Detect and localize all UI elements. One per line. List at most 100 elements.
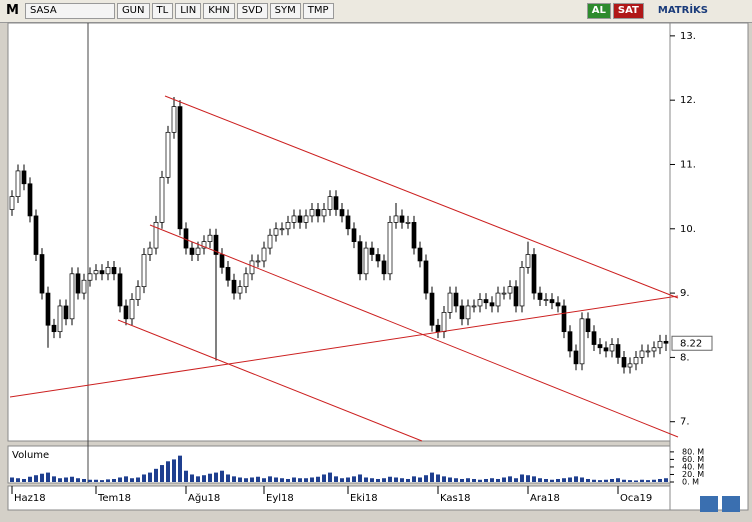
candle-body xyxy=(579,318,585,365)
volume-bar xyxy=(130,478,134,482)
volume-bar xyxy=(382,478,386,482)
candle-body xyxy=(477,299,483,307)
trend-lines xyxy=(9,95,679,442)
toolbar-button[interactable]: TL xyxy=(151,3,174,19)
candle-body xyxy=(237,286,243,294)
volume-bar xyxy=(460,478,464,482)
candle-body xyxy=(609,344,615,352)
volume-bar xyxy=(70,476,74,482)
candle-body xyxy=(633,357,639,365)
candle-body xyxy=(27,183,33,217)
volume-bar xyxy=(250,477,254,482)
volume-bar xyxy=(34,475,38,482)
volume-bar xyxy=(406,478,410,482)
volume-bar xyxy=(442,476,446,482)
volume-bar xyxy=(10,477,14,482)
volume-bar xyxy=(166,461,170,482)
volume-panel xyxy=(7,445,671,484)
volume-bar xyxy=(88,479,92,482)
volume-bar xyxy=(532,476,536,482)
toolbar-button[interactable]: SVD xyxy=(236,3,268,19)
candle-body xyxy=(45,292,51,326)
candle-body xyxy=(573,350,579,365)
candle-body xyxy=(447,292,453,313)
candle-body xyxy=(585,318,591,333)
volume-bar xyxy=(292,477,296,482)
candle-body xyxy=(531,254,537,294)
volume-bar xyxy=(658,478,662,482)
volume-bar xyxy=(322,474,326,482)
x-tick-label: Tem18 xyxy=(97,493,131,504)
toolbar-button[interactable]: TMP xyxy=(302,3,334,19)
volume-bar xyxy=(652,479,656,482)
volume-tick-label: 60. M xyxy=(682,455,704,464)
candle-body xyxy=(81,279,87,294)
toolbar-button[interactable]: SYM xyxy=(269,3,301,19)
volume-bar xyxy=(124,476,128,482)
toolbar-button[interactable]: KHN xyxy=(203,3,235,19)
volume-bar xyxy=(220,470,224,482)
candle-body xyxy=(375,254,381,262)
candle-body xyxy=(93,270,99,275)
candle-body xyxy=(507,286,513,294)
volume-bar xyxy=(232,476,236,482)
candle-body xyxy=(225,267,231,281)
volume-bar xyxy=(466,478,470,482)
y-tick-label: 13. xyxy=(680,31,696,42)
volume-bar xyxy=(334,476,338,482)
refresh-button[interactable] xyxy=(700,496,718,512)
candle-body xyxy=(309,209,315,217)
volume-bar xyxy=(160,465,164,482)
toolbar-button[interactable]: GUN xyxy=(116,3,150,19)
volume-bar xyxy=(616,478,620,482)
volume-bar xyxy=(178,455,182,482)
candle-body xyxy=(195,247,201,255)
volume-bar xyxy=(262,478,266,482)
volume-bar xyxy=(478,479,482,482)
candle-body xyxy=(567,331,573,352)
volume-bar xyxy=(580,477,584,482)
candle-body xyxy=(489,302,495,307)
trend-line xyxy=(164,95,679,299)
candle-body xyxy=(429,292,435,326)
candle-body xyxy=(273,228,279,236)
candle-body xyxy=(177,106,183,230)
volume-bar xyxy=(184,470,188,482)
volume-bar xyxy=(118,477,122,482)
candle-body xyxy=(483,299,489,304)
volume-bar xyxy=(412,476,416,482)
toolbar-button[interactable]: LIN xyxy=(175,3,202,19)
volume-bar xyxy=(298,478,302,482)
candle-body xyxy=(543,299,549,301)
value-axis xyxy=(669,22,749,511)
trend-line xyxy=(9,295,679,398)
candle-body xyxy=(501,292,507,295)
buy-button[interactable]: AL xyxy=(586,3,611,19)
volume-bar xyxy=(112,478,116,482)
volume-bar xyxy=(622,479,626,482)
volume-bar xyxy=(604,479,608,482)
volume-title: Volume xyxy=(12,450,49,461)
price-panel xyxy=(7,22,671,442)
candle-body xyxy=(435,324,441,333)
volume-bar xyxy=(28,476,32,482)
volume-bar xyxy=(514,478,518,482)
x-tick-label: Eyl18 xyxy=(266,493,294,504)
volume-bar xyxy=(154,468,158,482)
volume-bar xyxy=(190,474,194,482)
candle-body xyxy=(285,222,291,230)
volume-tick-label: 0. M xyxy=(682,478,699,487)
volume-bar xyxy=(52,476,56,482)
brand: MATRİKS xyxy=(657,5,708,16)
candle-body xyxy=(255,260,261,263)
volume-bar xyxy=(574,476,578,482)
sell-button[interactable]: SAT xyxy=(612,3,644,19)
settings-button[interactable] xyxy=(722,496,740,512)
volume-bar xyxy=(148,472,152,482)
candle-body xyxy=(369,247,375,255)
logo[interactable]: M xyxy=(6,3,19,18)
volume-bar xyxy=(100,480,104,482)
candle-body xyxy=(405,222,411,224)
symbol[interactable]: SASA xyxy=(24,3,115,19)
